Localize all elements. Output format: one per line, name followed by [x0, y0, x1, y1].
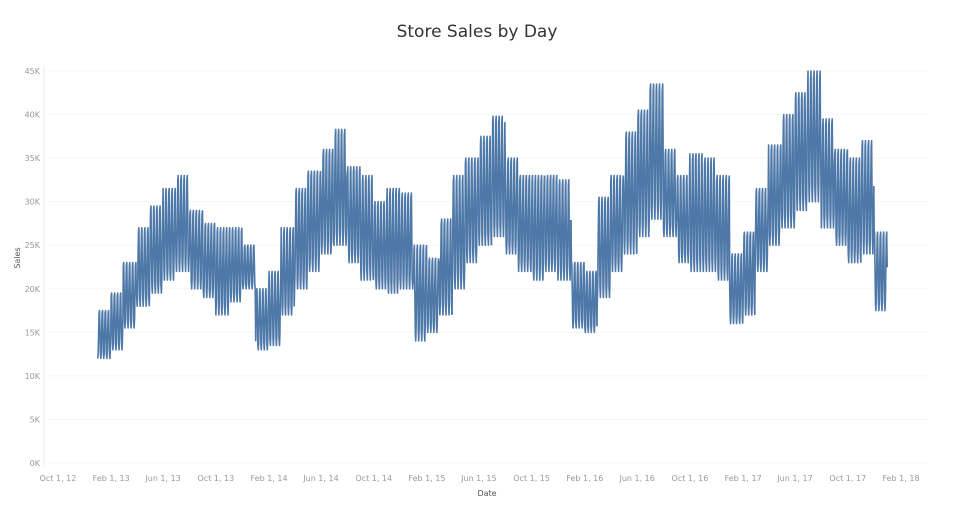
sales-series: [97, 70, 888, 360]
series-segment-2014-02: [267, 270, 282, 347]
series-segment-2014-06: [319, 148, 335, 255]
y-axis-label: Sales: [13, 247, 22, 268]
series-segment-2016-12: [715, 174, 731, 281]
series-segment-2016-06: [635, 109, 651, 254]
series-segment-2013-03: [122, 261, 138, 329]
series-segment-2014-08: [346, 166, 362, 264]
series-segment-2015-02: [425, 245, 440, 334]
series-segment-2015-03: [437, 218, 453, 316]
x-tick-label: Feb 1, 18: [882, 474, 919, 483]
series-segment-2016-09: [675, 174, 691, 264]
y-tick-label: 35K: [25, 154, 41, 163]
y-axis-ticks: 0K 5K 10K 15K 20K 25K 30K 35K 40K 45K: [25, 67, 41, 468]
series-segment-2015-06: [477, 135, 493, 246]
y-tick-label: 30K: [25, 198, 41, 207]
series-segment-2013-10: [214, 227, 230, 316]
y-tick-label: 45K: [25, 67, 41, 76]
series-segment-2013-09: [201, 210, 217, 299]
series-segment-2015-09: [517, 174, 532, 273]
y-tick-label: 5K: [30, 415, 41, 424]
series-segment-2016-08: [662, 144, 678, 238]
series-segment-2017-11: [860, 139, 875, 263]
y-tick-label: 20K: [25, 285, 41, 294]
series-segment-2013-04: [135, 227, 151, 308]
series-segment-2015-11: [543, 174, 559, 273]
chart-title: Store Sales by Day: [396, 22, 558, 42]
series-segment-2014-11: [385, 187, 401, 294]
series-segment-2015-12: [556, 179, 572, 281]
series-segment-2014-01: [254, 287, 270, 351]
series-segment-2015-05: [464, 157, 480, 264]
x-tick-label: Jun 1, 16: [618, 474, 654, 483]
series-segment-2013-05: [148, 205, 164, 307]
series-segment-2013-02: [110, 292, 124, 351]
series-segment-2013-11: [228, 227, 243, 303]
series-segment-2014-12: [398, 192, 414, 290]
series-segment-2014-05: [306, 170, 322, 274]
x-axis-ticks: Oct 1, 12 Feb 1, 13 Jun 1, 13 Oct 1, 13 Feb …: [40, 474, 920, 483]
series-segment-2017-01: [728, 175, 744, 325]
x-tick-label: Oct 1, 16: [672, 474, 709, 483]
series-segment-2016-11: [702, 157, 717, 273]
x-tick-label: Oct 1, 14: [355, 474, 392, 483]
y-tick-label: 10K: [25, 372, 41, 381]
series-segment-2015-01: [412, 244, 428, 342]
series-segment-2013-01: [97, 309, 112, 360]
series-segment-2016-07: [648, 83, 664, 220]
series-segment-2015-07: [490, 115, 506, 246]
series-segment-2014-10: [372, 200, 388, 290]
x-tick-label: Jun 1, 14: [302, 474, 338, 483]
x-tick-label: Oct 1, 15: [513, 474, 550, 483]
y-tick-label: 25K: [25, 241, 41, 250]
series-segment-2013-06: [161, 187, 177, 281]
x-axis-label: Date: [477, 489, 496, 498]
series-segment-2016-03: [596, 196, 612, 327]
x-tick-label: Oct 1, 17: [829, 474, 866, 483]
series-segment-2015-04: [451, 174, 466, 315]
series-segment-2016-10: [688, 153, 704, 273]
series-segment-2013-08: [188, 209, 204, 290]
x-tick-label: Feb 1, 13: [93, 474, 130, 483]
x-tick-label: Oct 1, 13: [198, 474, 235, 483]
series-segment-2017-09: [833, 148, 849, 246]
series-segment-2015-08: [504, 122, 519, 255]
series-segment-2014-04: [293, 187, 308, 307]
series-segment-2014-07: [332, 128, 348, 246]
series-segment-2013-07: [174, 174, 190, 273]
series-segment-2016-01: [570, 219, 586, 329]
series-segment-2016-04: [609, 174, 625, 273]
x-tick-label: Feb 1, 17: [725, 474, 762, 483]
series-segment-2015-10: [530, 174, 546, 281]
series-segment-2017-03: [754, 187, 769, 315]
series-segment-2017-02: [741, 231, 756, 324]
series-segment-2017-08: [820, 118, 836, 229]
x-tick-label: Feb 1, 14: [251, 474, 288, 483]
x-tick-label: Oct 1, 12: [40, 474, 77, 483]
series-segment-2017-12: [873, 185, 888, 312]
series-segment-2017-07: [806, 70, 822, 203]
series-segment-2016-05: [622, 131, 638, 255]
series-segment-2016-02: [583, 270, 598, 334]
series-segment-2017-10: [846, 149, 862, 264]
x-tick-label: Jun 1, 15: [460, 474, 496, 483]
x-tick-label: Jun 1, 13: [144, 474, 180, 483]
y-tick-label: 40K: [25, 111, 41, 120]
y-tick-label: 15K: [25, 328, 41, 337]
x-tick-label: Feb 1, 15: [408, 474, 445, 483]
series-segment-2017-06: [793, 92, 809, 212]
series-segment-2014-03: [280, 227, 295, 316]
x-tick-label: Feb 1, 16: [566, 474, 603, 483]
series-segment-2013-12: [241, 227, 256, 290]
series-segment-2017-04: [767, 144, 782, 246]
x-tick-label: Jun 1, 17: [776, 474, 812, 483]
series-segment-2014-09: [359, 174, 375, 281]
y-tick-label: 0K: [30, 459, 41, 468]
series-segment-2017-05: [780, 113, 796, 229]
